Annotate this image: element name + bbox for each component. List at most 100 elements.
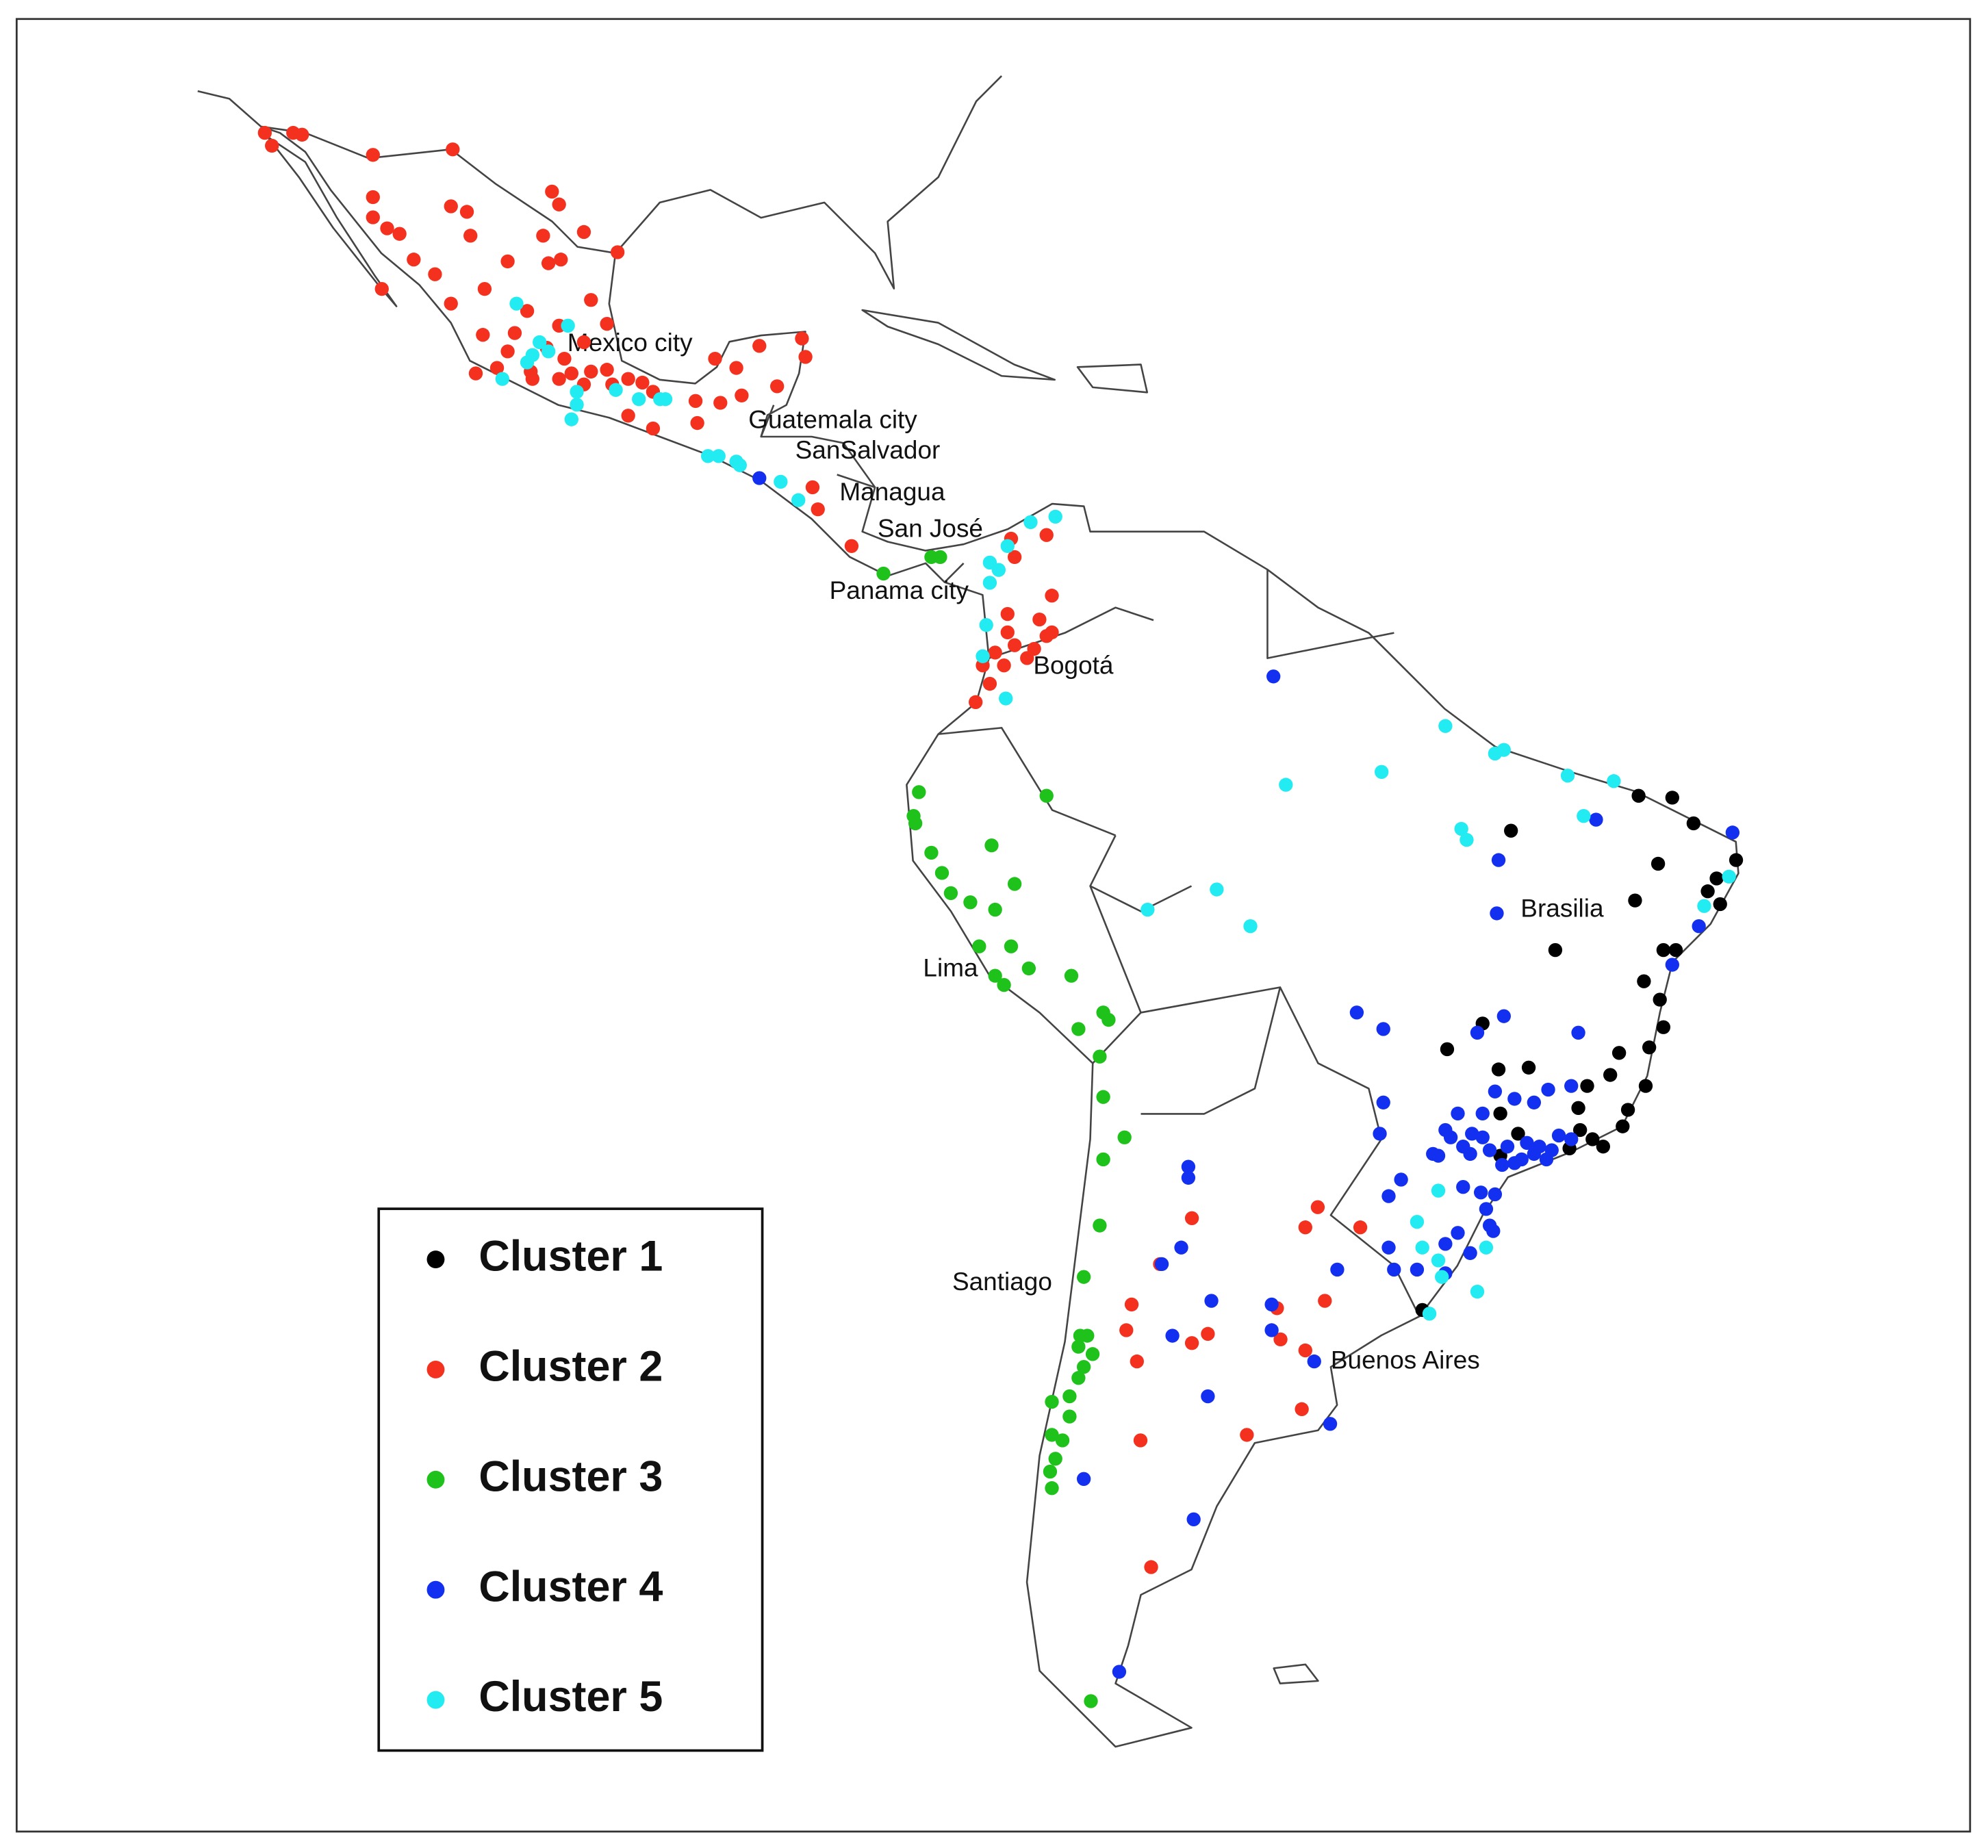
site-point	[1240, 1428, 1254, 1442]
site-point	[1560, 769, 1575, 783]
site-point	[1580, 1079, 1594, 1093]
site-point	[1435, 1270, 1449, 1284]
site-point	[1463, 1246, 1477, 1260]
site-point	[908, 816, 923, 831]
site-point	[1607, 774, 1621, 788]
city-label: Buenos Aires	[1331, 1346, 1480, 1374]
site-point	[1603, 1068, 1618, 1082]
site-point	[1020, 651, 1034, 665]
site-point	[1589, 812, 1603, 827]
city-label: Bogotá	[1033, 651, 1114, 679]
falklands	[1273, 1663, 1319, 1684]
site-point	[552, 372, 566, 386]
site-point	[988, 645, 1002, 660]
site-point	[979, 617, 993, 632]
site-point	[1307, 1354, 1321, 1369]
site-point	[570, 385, 584, 399]
site-point	[1184, 1211, 1199, 1225]
site-point	[1007, 877, 1022, 891]
site-point	[1000, 625, 1015, 640]
site-point	[366, 190, 380, 205]
site-point	[1045, 589, 1059, 603]
site-point	[1577, 809, 1591, 823]
site-point	[1101, 1012, 1116, 1027]
site-point	[1323, 1417, 1338, 1431]
site-point	[584, 364, 598, 379]
site-point	[1165, 1329, 1180, 1343]
site-point	[1686, 816, 1701, 831]
site-point	[1479, 1240, 1494, 1255]
site-point	[752, 471, 767, 485]
site-point	[1394, 1172, 1408, 1187]
city-label: San José	[878, 515, 983, 543]
site-point	[1201, 1389, 1215, 1404]
site-point	[1266, 669, 1281, 684]
site-point	[1465, 1127, 1479, 1141]
site-point	[1076, 1359, 1091, 1374]
site-point	[924, 550, 939, 565]
site-point	[507, 326, 522, 340]
site-point	[984, 838, 999, 853]
site-point	[976, 649, 990, 663]
site-point	[1039, 528, 1054, 542]
site-point	[557, 351, 572, 366]
site-point	[1616, 1119, 1630, 1133]
site-point	[1279, 778, 1293, 792]
site-point	[1144, 1560, 1158, 1574]
city-label: SanSalvador	[795, 436, 941, 464]
site-point	[1045, 1428, 1059, 1442]
site-point	[520, 355, 535, 370]
site-point	[1631, 788, 1646, 803]
site-point	[1431, 1183, 1446, 1198]
site-point	[1264, 1297, 1279, 1312]
site-point	[999, 691, 1013, 706]
site-point	[1210, 882, 1224, 897]
site-point	[1071, 1339, 1086, 1354]
cuba	[861, 309, 1056, 381]
legend-label: Cluster 4	[479, 1563, 663, 1610]
site-point	[459, 205, 474, 219]
site-point	[1201, 1326, 1215, 1342]
legend-marker	[426, 1580, 445, 1599]
site-point	[732, 458, 747, 472]
site-point	[366, 148, 380, 162]
site-point	[1112, 1665, 1127, 1679]
site-point	[1438, 719, 1453, 733]
site-point	[1085, 1347, 1100, 1361]
site-point	[1295, 1402, 1309, 1417]
site-point	[1376, 1022, 1390, 1036]
site-point	[1507, 1092, 1522, 1106]
site-point	[1521, 1060, 1536, 1075]
site-point	[876, 566, 891, 581]
site-point	[1438, 1237, 1453, 1251]
site-point	[844, 539, 859, 553]
site-point	[1504, 823, 1518, 838]
site-point	[1496, 743, 1511, 757]
site-point	[525, 372, 540, 386]
site-point	[1043, 1464, 1058, 1479]
site-point	[1045, 1481, 1059, 1496]
site-point	[1062, 1389, 1077, 1404]
hispaniola	[1076, 363, 1149, 394]
site-point	[1431, 1253, 1446, 1268]
site-point	[374, 281, 389, 296]
site-point	[541, 344, 556, 359]
site-point	[1451, 1106, 1465, 1121]
site-point	[688, 394, 703, 408]
borders	[760, 405, 1420, 1317]
site-point	[1520, 1135, 1534, 1150]
site-point	[729, 361, 743, 375]
site-point	[1071, 1022, 1086, 1036]
site-point	[1431, 1148, 1446, 1163]
site-point	[1665, 958, 1679, 972]
site-point	[446, 142, 460, 157]
site-point	[1410, 1262, 1425, 1277]
site-point	[1697, 899, 1711, 913]
site-point	[1415, 1240, 1429, 1255]
site-point	[444, 199, 458, 214]
site-point	[934, 866, 950, 880]
site-point	[477, 281, 492, 296]
site-point	[1124, 1297, 1139, 1312]
site-point	[924, 845, 939, 860]
site-point	[1422, 1307, 1437, 1321]
